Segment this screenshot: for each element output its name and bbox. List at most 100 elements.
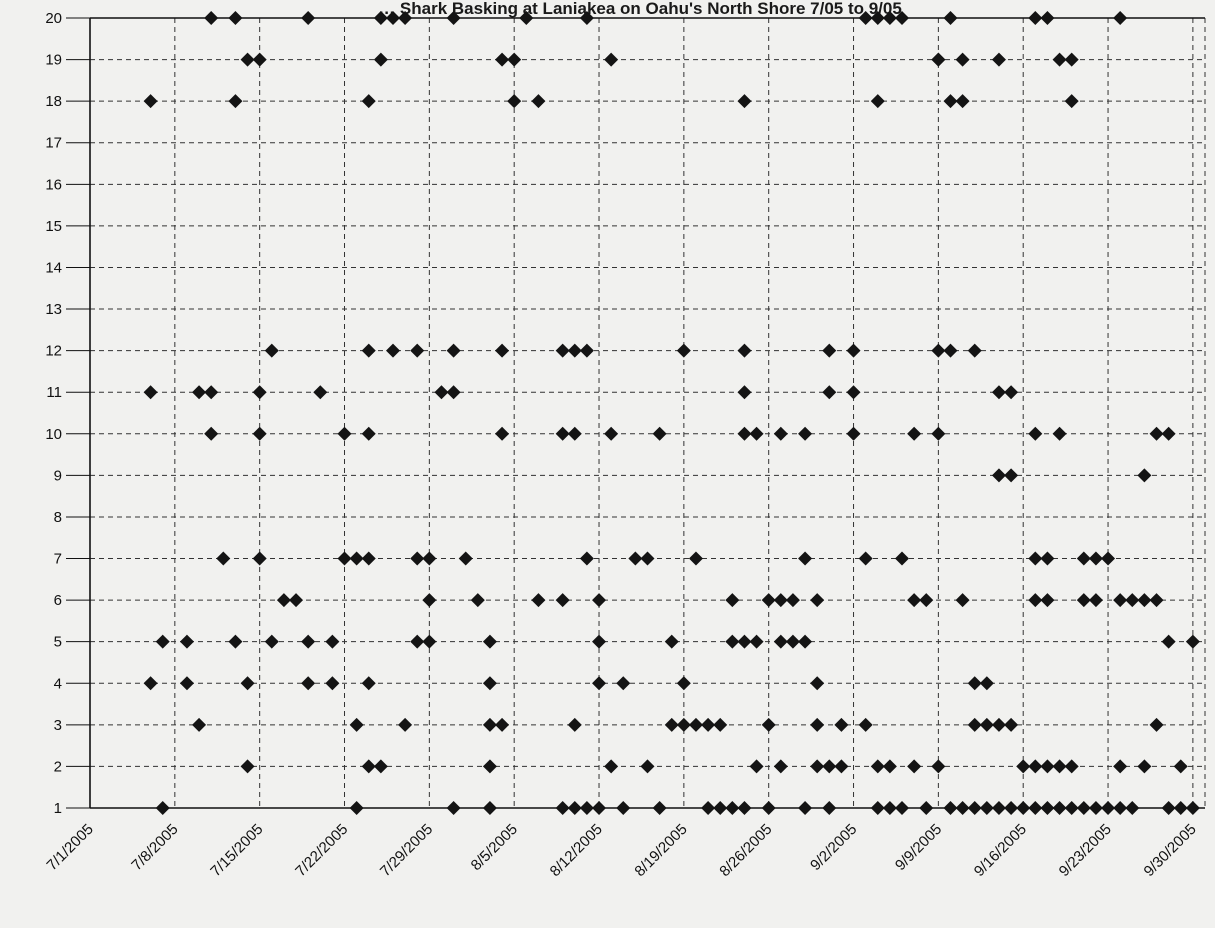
data-point (725, 593, 740, 608)
data-point (1016, 801, 1031, 815)
data-point (1088, 551, 1103, 566)
data-point (1076, 593, 1091, 608)
x-tick-label: 9/2/2005 (807, 821, 860, 874)
data-point (1052, 801, 1067, 815)
data-point (1028, 593, 1043, 608)
data-point (567, 717, 582, 732)
data-point (1101, 551, 1116, 566)
data-point (810, 717, 825, 732)
data-point (349, 717, 364, 732)
data-point (834, 759, 849, 774)
data-point (1137, 759, 1152, 774)
data-point (192, 385, 207, 400)
data-point (410, 634, 425, 649)
y-tick-label: 3 (54, 717, 62, 734)
chart-title: … Shark Basking at Laniakea on Oahu's No… (378, 0, 902, 18)
y-tick-label: 1 (54, 800, 62, 817)
y-tick-label: 11 (46, 384, 62, 401)
data-point (919, 801, 934, 815)
data-point (482, 717, 497, 732)
data-point (652, 801, 667, 815)
data-point (1125, 801, 1140, 815)
data-point (1052, 426, 1067, 441)
data-point (652, 426, 667, 441)
data-point (252, 385, 267, 400)
data-point (1004, 385, 1019, 400)
data-point (385, 343, 400, 358)
data-point (895, 551, 910, 566)
data-point (373, 11, 388, 25)
data-point (798, 551, 813, 566)
data-point (252, 52, 267, 67)
data-point (713, 801, 728, 815)
data-point (1064, 94, 1079, 109)
x-tick-label: 9/23/2005 (1056, 821, 1115, 880)
data-point (252, 551, 267, 566)
data-point (361, 676, 376, 691)
y-tick-label: 4 (54, 675, 62, 692)
data-point (798, 801, 813, 815)
x-tick-label: 9/30/2005 (1140, 821, 1199, 880)
data-point (361, 759, 376, 774)
data-point (846, 385, 861, 400)
data-point (301, 676, 316, 691)
data-point (422, 551, 437, 566)
y-tick-label: 7 (54, 551, 62, 568)
data-point (943, 11, 958, 25)
data-point (276, 593, 291, 608)
data-point (531, 593, 546, 608)
data-point (579, 801, 594, 815)
data-point (979, 801, 994, 815)
data-point (1113, 593, 1128, 608)
data-point (398, 11, 413, 25)
data-point (895, 11, 910, 25)
data-point (676, 717, 691, 732)
data-point (1125, 593, 1140, 608)
data-point (761, 717, 776, 732)
data-point (773, 593, 788, 608)
data-point (1040, 551, 1055, 566)
data-point (1149, 717, 1164, 732)
data-point (991, 801, 1006, 815)
axes (89, 17, 1205, 809)
data-point (446, 801, 461, 815)
data-point (604, 426, 619, 441)
data-point (967, 717, 982, 732)
data-point (1113, 801, 1128, 815)
data-point (579, 551, 594, 566)
data-point (555, 593, 570, 608)
data-point (567, 801, 582, 815)
x-tick-labels: 7/1/2005 7/8/2005 7/15/2005 7/22/2005 7/29/2… (44, 821, 1200, 880)
y-tick-label: 9 (54, 467, 62, 484)
data-point (822, 759, 837, 774)
data-point (931, 343, 946, 358)
data-point (846, 343, 861, 358)
data-point (1040, 593, 1055, 608)
data-point (1088, 593, 1103, 608)
data-point (228, 11, 243, 25)
data-point (592, 593, 607, 608)
data-point (664, 717, 679, 732)
data-point (725, 801, 740, 815)
data-point (143, 676, 158, 691)
data-point (398, 717, 413, 732)
data-point (822, 343, 837, 358)
data-point (858, 717, 873, 732)
data-point (1185, 634, 1200, 649)
y-tick-label: 16 (45, 176, 62, 193)
data-point (822, 801, 837, 815)
data-point (822, 385, 837, 400)
data-point (761, 801, 776, 815)
data-point (458, 551, 473, 566)
data-point (301, 11, 316, 25)
data-point (785, 593, 800, 608)
data-point (592, 634, 607, 649)
data-point (1052, 759, 1067, 774)
y-tick-label: 20 (45, 10, 62, 27)
data-point (749, 759, 764, 774)
data-point (870, 94, 885, 109)
data-point (592, 801, 607, 815)
data-point (204, 385, 219, 400)
